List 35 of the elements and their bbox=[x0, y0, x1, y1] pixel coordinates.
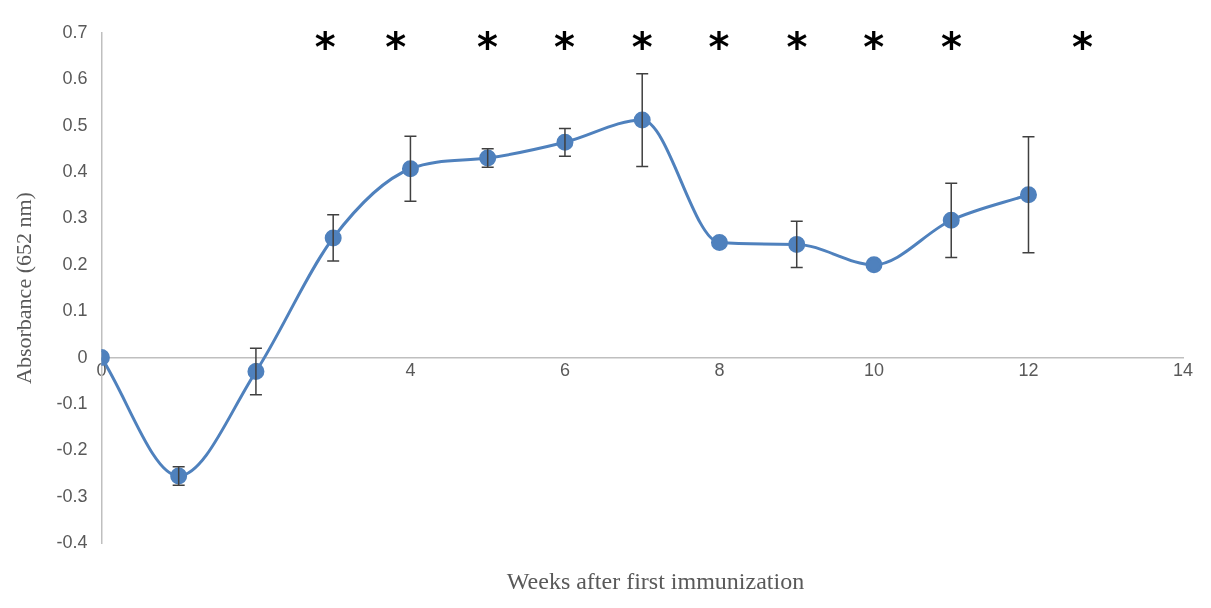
y-tick-label: 0 bbox=[77, 346, 88, 367]
annotation: * bbox=[477, 24, 499, 71]
y-tick-label: 0.6 bbox=[62, 68, 88, 89]
annotation: * bbox=[863, 24, 885, 71]
x-tick-label: 10 bbox=[863, 360, 884, 381]
y-tick-label: -0.4 bbox=[56, 532, 88, 553]
annotation: * bbox=[708, 24, 730, 71]
y-tick-label: -0.3 bbox=[56, 485, 88, 506]
annotation: * bbox=[553, 24, 575, 71]
y-tick-label: 0.1 bbox=[62, 300, 88, 321]
annotation: * bbox=[314, 24, 336, 71]
x-tick-label: 4 bbox=[405, 360, 416, 381]
y-tick-label: 0.2 bbox=[62, 253, 88, 274]
annotation: * bbox=[631, 24, 653, 71]
point bbox=[401, 160, 419, 178]
point bbox=[788, 235, 806, 253]
x-tick-label: 6 bbox=[559, 360, 570, 381]
y-tick-label: 0.7 bbox=[62, 21, 88, 42]
point bbox=[1019, 186, 1037, 204]
x-axis-title: Weeks after first immunization bbox=[505, 568, 806, 595]
y-tick-label: 0.3 bbox=[62, 207, 88, 228]
x-tick-label: 14 bbox=[1172, 360, 1194, 381]
annotation: * bbox=[786, 24, 808, 71]
annotation: * bbox=[941, 24, 963, 71]
y-axis-title: Absorbance (652 nm) bbox=[10, 192, 36, 384]
x-tick-label: 8 bbox=[714, 360, 725, 381]
y-tick-label: 0.4 bbox=[62, 160, 88, 181]
x-tick-label: 12 bbox=[1018, 360, 1039, 381]
annotation: * bbox=[385, 24, 407, 71]
point bbox=[710, 234, 728, 252]
y-tick-label: 0.5 bbox=[62, 114, 88, 135]
y-tick-label: -0.1 bbox=[56, 392, 88, 413]
y-tick-label: -0.2 bbox=[56, 439, 88, 460]
annotation: * bbox=[1071, 24, 1093, 71]
point bbox=[865, 256, 883, 274]
